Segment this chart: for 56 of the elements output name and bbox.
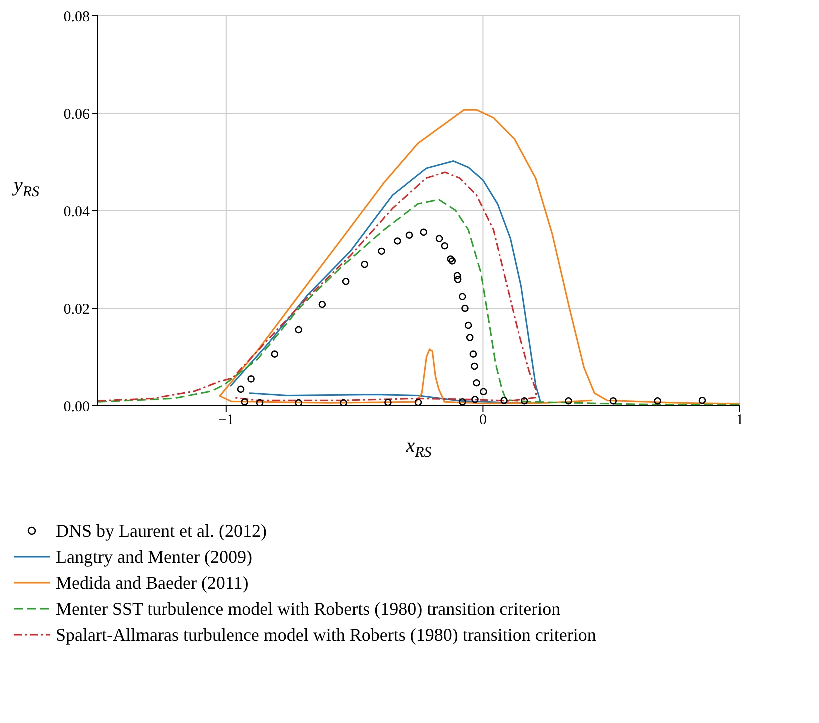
point [441,242,449,250]
point [473,379,480,387]
point [256,399,264,406]
point [471,362,478,370]
point [454,272,462,280]
point [414,398,422,406]
y-tick-label: 0.02 [64,302,90,318]
point [448,258,456,265]
legend-label: Spalart-Allmaras turbulence model with Roberts (1980) transition criterion [56,624,596,646]
point [454,276,462,284]
y-tick-label: 0.00 [64,399,90,416]
point [520,397,528,405]
legend-label: Medida and Baeder (2011) [56,572,249,594]
point [436,235,444,242]
point [295,326,302,334]
y-tick-label: 0.08 [64,9,90,26]
point [459,293,466,300]
point [500,396,508,404]
point [472,396,479,404]
point [464,322,472,330]
point [459,398,466,406]
y-tick-label: 0.06 [64,106,90,123]
point [295,399,302,406]
point [610,397,618,405]
point [462,304,469,312]
x-tick-label: 1 [736,412,744,429]
point [241,398,249,406]
point [384,398,392,406]
point [470,350,478,358]
point [420,228,428,236]
x-tick-label: −1 [218,412,234,429]
legend-label: Langtry and Menter (2009) [56,546,252,568]
point [480,388,488,396]
point [565,397,572,405]
line-series [230,160,542,404]
y-tick-label: 0.04 [64,204,90,220]
point [248,376,255,383]
point [654,397,662,405]
point [394,238,402,245]
point [447,256,454,263]
point [378,248,386,256]
point [698,396,706,404]
point [340,399,348,406]
x-tick-label: 0 [479,412,487,429]
point [342,278,350,286]
legend-label: Menter SST turbulence model with Roberts (1980) transition criterion [56,598,561,620]
legend-label: DNS by Laurent et al. (2012) [56,520,267,542]
y-axis-title: y$_{RS}$ [12,174,40,200]
point [271,350,279,358]
point [318,300,326,308]
x-axis-title: x$_{RS}$ [405,435,432,461]
point [466,334,474,342]
point [361,260,368,268]
line-series [219,109,740,405]
point [406,232,414,240]
point [237,386,245,394]
